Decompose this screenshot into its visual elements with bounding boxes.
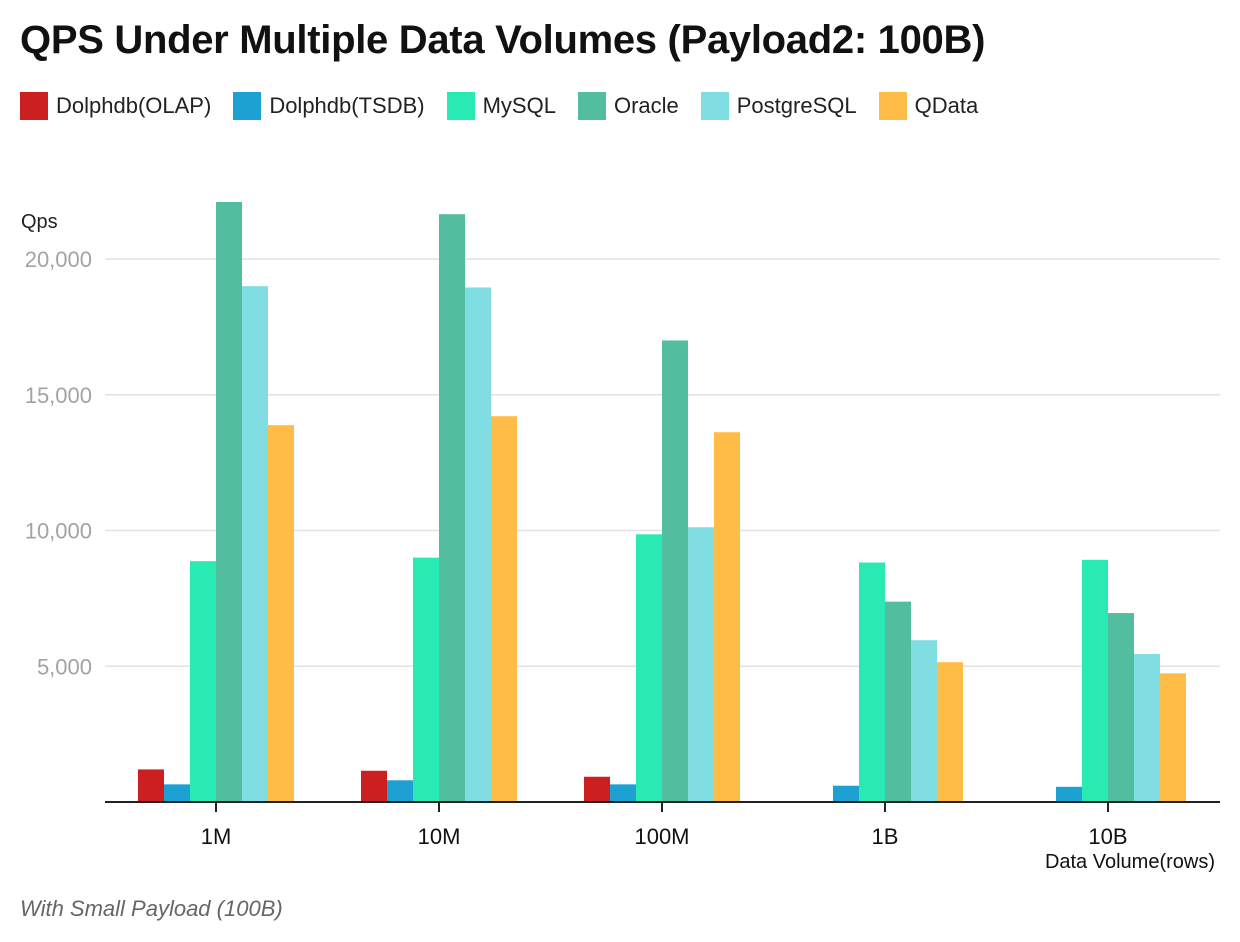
y-tick-label: 20,000 <box>25 247 92 272</box>
legend-label: Dolphdb(OLAP) <box>56 93 212 118</box>
legend-item-postgresql: PostgreSQL <box>700 92 857 120</box>
bar-oracle-100m <box>662 340 688 802</box>
bar-dolphdb-olap--100m <box>584 776 610 802</box>
legend-item-dolphdb-olap: Dolphdb(OLAP) <box>20 92 211 120</box>
bar-postgresql-10b <box>1134 654 1160 802</box>
bar-dolphdb-tsdb--1b <box>833 785 859 802</box>
bar-oracle-10b <box>1108 613 1134 802</box>
bar-mysql-10m <box>413 557 439 802</box>
x-tick-label: 10B <box>1088 824 1127 849</box>
bar-dolphdb-tsdb--10b <box>1056 786 1082 802</box>
legend-swatch <box>233 92 262 120</box>
legend-swatch <box>20 92 48 120</box>
x-tick-label: 1B <box>872 824 899 849</box>
bar-postgresql-10m <box>465 287 491 802</box>
bar-oracle-1m <box>216 201 242 803</box>
bar-dolphdb-olap--1m <box>138 769 164 802</box>
legend-label: PostgreSQL <box>736 93 857 118</box>
legend: Dolphdb(OLAP) Dolphdb(TSDB) MySQL Oracle… <box>20 92 1000 120</box>
bar-mysql-1m <box>190 561 216 802</box>
bar-qdata-1b <box>937 662 963 802</box>
bars <box>138 201 1186 803</box>
legend-label: Oracle <box>613 93 679 118</box>
legend-item-mysql: MySQL <box>446 92 556 120</box>
bar-postgresql-1b <box>911 640 937 802</box>
bar-postgresql-1m <box>242 286 268 802</box>
y-tick-label: 10,000 <box>25 519 92 544</box>
x-axis-label: Data Volume(rows) <box>1045 851 1215 873</box>
bar-dolphdb-tsdb--100m <box>610 784 636 802</box>
bar-oracle-1b <box>885 601 911 802</box>
bar-mysql-10b <box>1082 559 1108 802</box>
y-tick-label: 15,000 <box>25 383 92 408</box>
bar-mysql-100m <box>636 534 662 802</box>
bar-oracle-10m <box>439 214 465 802</box>
legend-label: Dolphdb(TSDB) <box>269 93 425 118</box>
legend-swatch <box>446 92 475 120</box>
legend-swatch <box>577 92 606 120</box>
bar-postgresql-100m <box>688 527 714 802</box>
legend-item-oracle: Oracle <box>577 92 679 120</box>
x-tick-label: 10M <box>418 824 461 849</box>
bar-dolphdb-tsdb--10m <box>387 780 413 802</box>
chart-caption: With Small Payload (100B) <box>20 896 283 921</box>
legend-label: QData <box>914 93 979 118</box>
x-tick-label: 1M <box>201 824 232 849</box>
chart-title: QPS Under Multiple Data Volumes (Payload… <box>20 18 986 62</box>
bar-qdata-1m <box>268 425 294 802</box>
axes: 5,000 10,000 15,000 20,000 Qps 1M 10M 100M 1B 10B… <box>21 211 1220 873</box>
legend-swatch <box>700 92 729 120</box>
legend-item-qdata: QData <box>878 92 979 120</box>
bar-dolphdb-olap--10m <box>361 770 387 802</box>
legend-label: MySQL <box>482 93 556 118</box>
bar-dolphdb-tsdb--1m <box>164 784 190 802</box>
bar-qdata-100m <box>714 432 740 802</box>
x-tick-label: 100M <box>634 824 689 849</box>
bar-qdata-10m <box>491 416 517 802</box>
legend-item-dolphdb-tsdb: Dolphdb(TSDB) <box>233 92 425 120</box>
y-tick-label: 5,000 <box>37 654 92 679</box>
bar-mysql-1b <box>859 562 885 802</box>
y-axis-label: Qps <box>21 211 58 233</box>
legend-swatch <box>878 92 907 120</box>
bar-qdata-10b <box>1160 673 1186 802</box>
